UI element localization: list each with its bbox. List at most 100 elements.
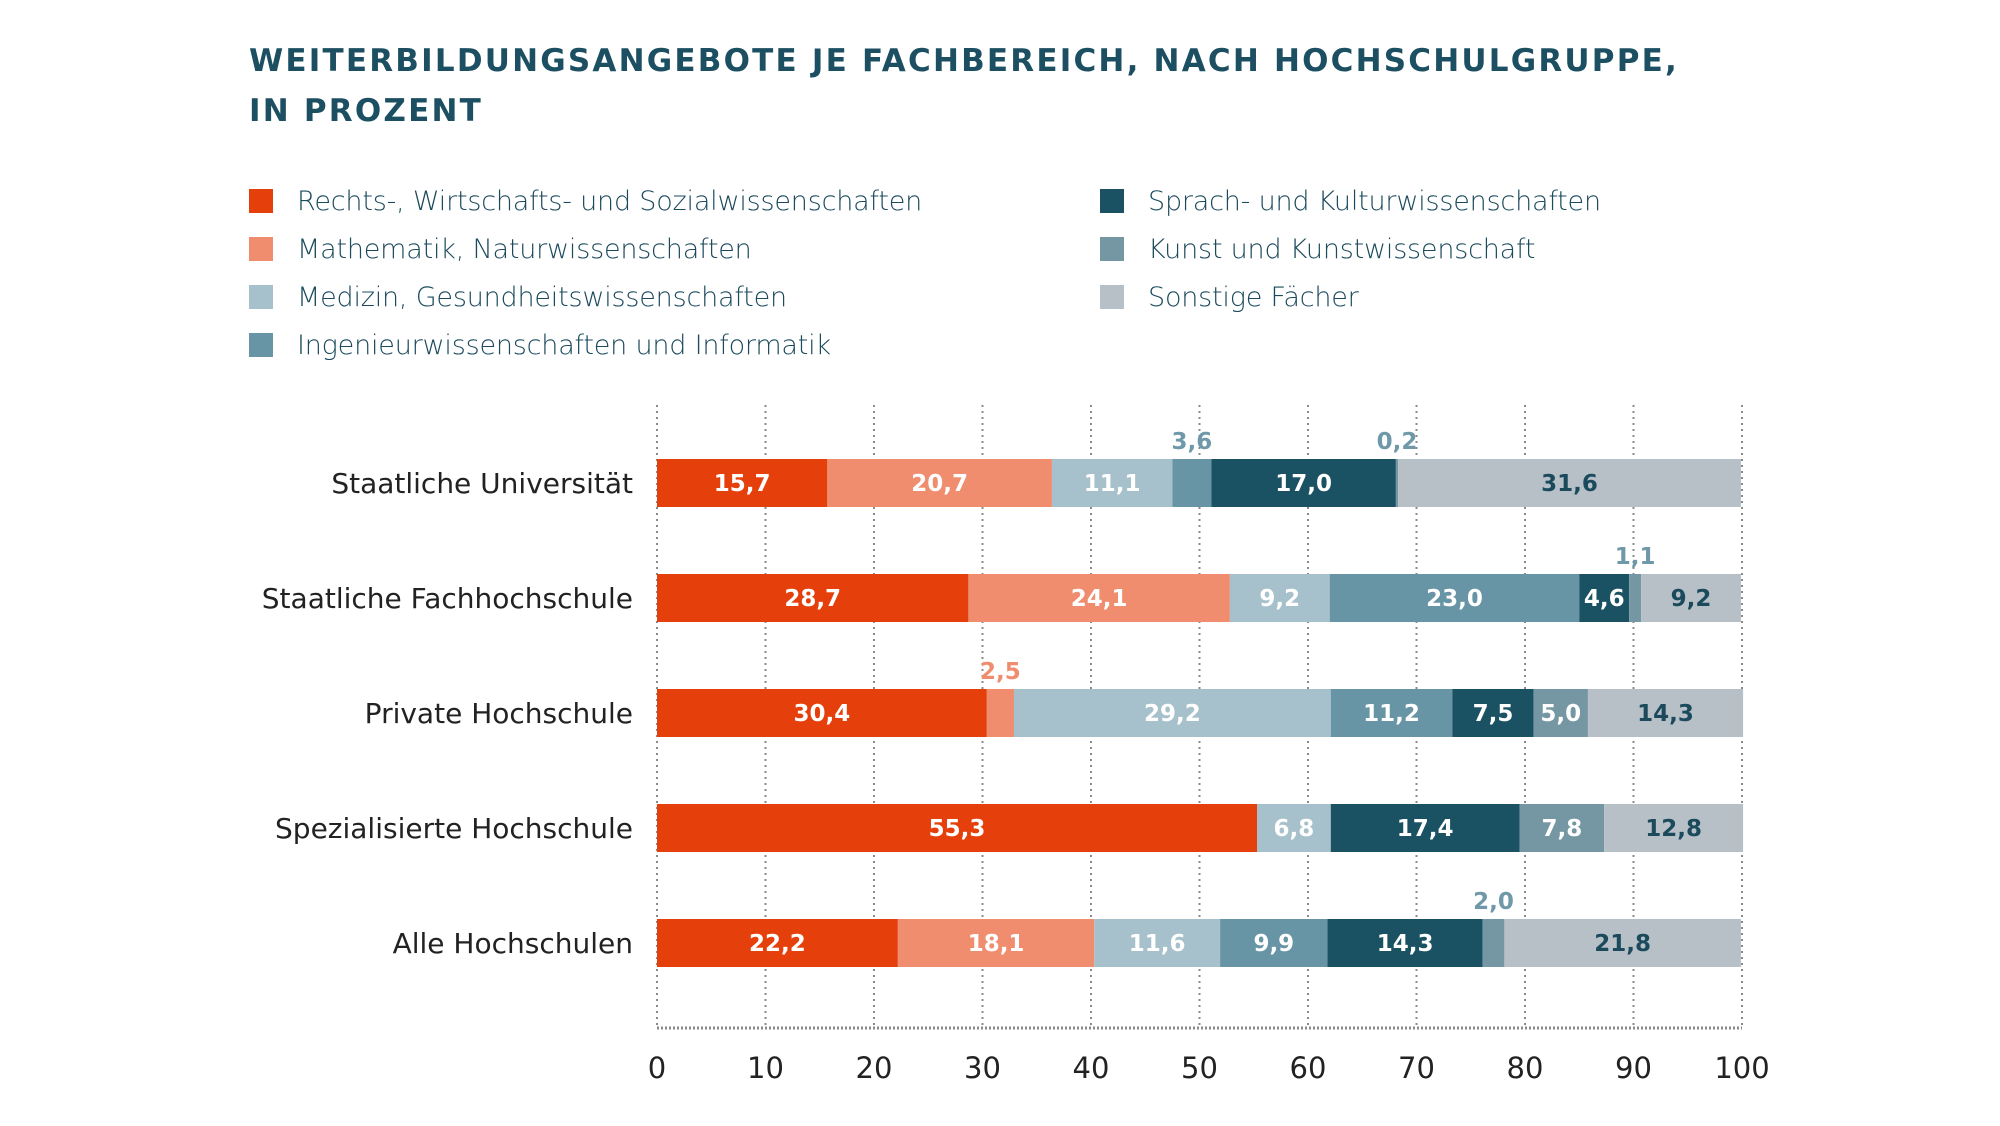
category-label: Alle Hochschulen [393,927,633,960]
chart-title-line-1: WEITERBILDUNGSANGEBOTE JE FACHBEREICH, N… [249,43,1679,79]
category-label: Spezialisierte Hochschule [275,812,633,845]
data-label: 11,6 [1129,931,1186,957]
data-label: 11,2 [1363,701,1420,727]
bar-segment [827,459,1052,507]
x-tick-label: 20 [856,1051,893,1085]
data-label: 17,4 [1397,816,1454,842]
data-label: 14,3 [1637,701,1694,727]
legend-label: Sonstige Fächer [1148,281,1359,313]
bar-segment [1051,459,1173,507]
bar-segment [1094,919,1221,967]
data-label: 2,0 [1473,889,1514,915]
bar-segment [1452,689,1534,737]
data-label: 30,4 [794,701,851,727]
legend-swatch [249,189,273,213]
bar-segment [1220,919,1328,967]
data-label: 17,0 [1275,471,1332,497]
data-label: 5,0 [1540,701,1581,727]
data-label: 18,1 [968,931,1025,957]
legend-swatch [249,333,273,357]
bar-segment [657,804,1258,852]
data-label: 7,5 [1473,701,1514,727]
bar-segment [1330,804,1520,852]
data-label: 9,2 [1671,586,1712,612]
legend-label: Mathematik, Naturwissenschaften [297,233,752,265]
legend-item: Kunst und Kunstwissenschaft [1100,229,1535,269]
bar-segment [1533,689,1588,737]
x-tick-label: 100 [1714,1051,1769,1085]
data-label: 20,7 [911,471,968,497]
x-tick-label: 30 [964,1051,1001,1085]
legend-swatch [249,237,273,261]
legend-item: Medizin, Gesundheitswissenschaften [249,277,787,317]
category-label: Staatliche Universität [331,467,633,500]
legend-label: Medizin, Gesundheitswissenschaften [297,281,787,313]
bar-segment [968,574,1230,622]
legend-swatch [249,285,273,309]
bar-segment [657,574,969,622]
data-label: 29,2 [1144,701,1201,727]
data-label: 4,6 [1584,586,1625,612]
data-label: 6,8 [1274,816,1315,842]
data-label: 9,9 [1253,931,1294,957]
x-tick-label: 0 [648,1051,666,1085]
legend-item: Ingenieurwissenschaften und Informatik [249,325,831,365]
legend-label: Rechts-, Wirtschafts- und Sozialwissensc… [297,185,923,217]
bar-segment [1211,459,1396,507]
x-tick-label: 60 [1290,1051,1327,1085]
data-label: 14,3 [1377,931,1434,957]
data-label: 11,1 [1084,471,1141,497]
legend-label: Kunst und Kunstwissenschaft [1148,233,1536,265]
bar-segment [1587,689,1744,737]
data-label: 21,8 [1594,931,1651,957]
data-label: 12,8 [1645,816,1702,842]
category-label: Staatliche Fachhochschule [262,582,633,615]
bar-segment [1327,919,1483,967]
bar-segment [1641,574,1741,622]
legend-item: Rechts-, Wirtschafts- und Sozialwissensc… [249,181,922,221]
data-label: 22,2 [749,931,806,957]
data-label: 0,2 [1377,429,1418,455]
bar-segment [1482,919,1505,967]
bar-segment [897,919,1095,967]
legend-swatch [1100,189,1124,213]
data-label: 2,5 [980,659,1021,685]
bar-segment [1504,919,1741,967]
bar-segment [1629,574,1642,622]
data-label: 55,3 [929,816,986,842]
bar-segment [1329,574,1580,622]
bar-segment [1579,574,1630,622]
bar-segment [1330,689,1453,737]
data-label: 24,1 [1071,586,1128,612]
x-tick-label: 50 [1181,1051,1218,1085]
bar-segment [986,689,1014,737]
legend-item: Sonstige Fächer [1100,277,1359,317]
legend-item: Sprach- und Kulturwissenschaften [1100,181,1601,221]
bar-segment [1257,804,1331,852]
data-label: 7,8 [1542,816,1583,842]
bar-segment [1229,574,1330,622]
bar-segment [657,689,987,737]
data-label: 9,2 [1259,586,1300,612]
x-tick-label: 10 [747,1051,784,1085]
x-tick-label: 40 [1073,1051,1110,1085]
x-tick-label: 90 [1615,1051,1652,1085]
data-label: 3,6 [1172,429,1213,455]
bar-segment [657,459,828,507]
bar-segment [657,919,898,967]
legend-item: Mathematik, Naturwissenschaften [249,229,752,269]
data-label: 1,1 [1615,544,1656,570]
bar-segment [1519,804,1605,852]
data-label: 31,6 [1541,471,1598,497]
category-label: Private Hochschule [365,697,633,730]
bar-segment [1172,459,1212,507]
x-tick-label: 80 [1507,1051,1544,1085]
bar-segment [1604,804,1744,852]
x-tick-label: 70 [1398,1051,1435,1085]
data-label: 23,0 [1426,586,1483,612]
bar-segment [1013,689,1331,737]
data-label: 28,7 [784,586,841,612]
chart-title-line-2: IN PROZENT [249,93,483,129]
bar-segment [1395,459,1399,507]
